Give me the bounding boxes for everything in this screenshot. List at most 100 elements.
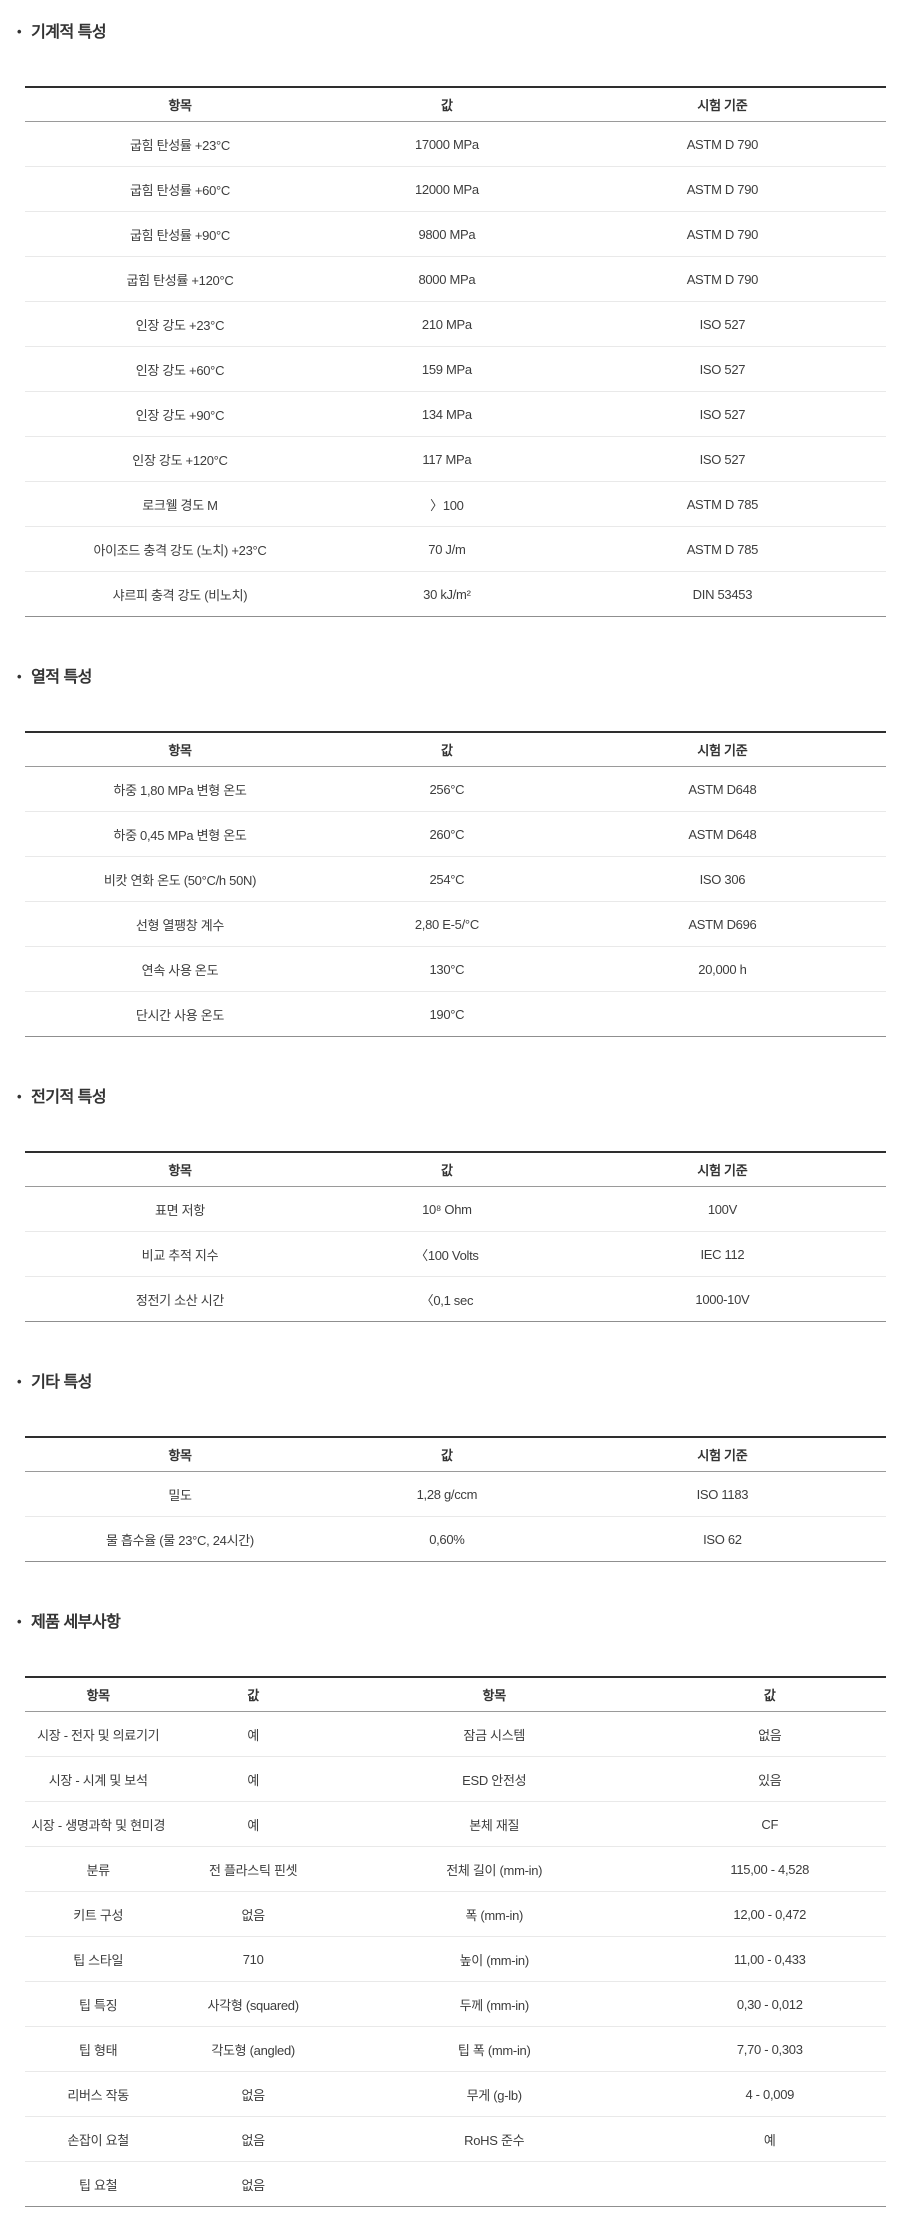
cell: 로크웰 경도 M (25, 481, 335, 527)
bullet-icon: • (17, 668, 22, 684)
cell: 연속 사용 온도 (25, 946, 335, 992)
table-row: 팁 형태 각도형 (angled) 팁 폭 (mm-in) 7,70 - 0,303 (25, 2026, 886, 2072)
cell: 리버스 작동 (25, 2071, 172, 2117)
table-row: 선형 열팽창 계수 2,80 E-5/°C ASTM D696 (25, 901, 886, 947)
cell: 8000 MPa (334, 256, 559, 302)
cell: 254°C (334, 856, 559, 902)
column-header: 시험 기준 (558, 1152, 886, 1187)
cell: 단시간 사용 온도 (25, 991, 335, 1037)
section-mechanical: • 기계적 특성 항목 값 시험 기준 굽힘 탄성률 +23°C 17000 MPa AS… (17, 18, 886, 617)
cell: DIN 53453 (558, 571, 886, 617)
cell: 1000-10V (558, 1276, 886, 1322)
section-thermal: • 열적 특성 항목 값 시험 기준 하중 1,80 MPa 변형 온도 256°C AS… (17, 663, 886, 1037)
table-row: 굽힘 탄성률 +90°C 9800 MPa ASTM D 790 (25, 211, 886, 257)
cell: 〈100 Volts (334, 1231, 559, 1277)
cell: 17000 MPa (414, 136, 479, 152)
table-body: 하중 1,80 MPa 변형 온도 256°C ASTM D648 하중 0,45 M… (25, 767, 886, 1037)
cell: CF (653, 1801, 886, 1847)
cell: 없음 (171, 1891, 335, 1937)
cell: 12,00 - 0,472 (653, 1891, 886, 1937)
table-row: 연속 사용 온도 130°C 20,000 h (25, 946, 886, 992)
section-product-details: • 제품 세부사항 항목 값 항목 값 시장 - 전자 및 의료기기 예 잠금 시스템 없음 시… (17, 1608, 886, 2207)
cell: 0,60% (334, 1516, 559, 1562)
cell: 〈0,1 sec (334, 1276, 559, 1322)
cell: 본체 재질 (334, 1801, 654, 1847)
column-header: 값 (653, 1677, 886, 1712)
cell: 없음 (171, 2161, 335, 2207)
cell: 팁 특징 (25, 1981, 172, 2027)
cell: 있음 (653, 1756, 886, 1802)
cell (558, 991, 886, 1037)
section-title-text: 기타 특성 (31, 1374, 92, 1391)
cell (653, 2161, 886, 2207)
cell: 9800 MPa (334, 211, 559, 257)
cell: 159 MPa (334, 346, 559, 392)
section-electrical: • 전기적 특성 항목 값 시험 기준 표면 저항 10⁸ Ohm 100V 비교 추적 지… (17, 1083, 886, 1322)
cell: 물 흡수율 (물 23°C, 24시간) (25, 1516, 335, 1562)
cell: ASTM D648 (688, 781, 757, 797)
cell: ASTM D 785 (558, 526, 886, 572)
section-title-other: • 기타 특성 (17, 1368, 886, 1392)
cell: 없음 (171, 2071, 335, 2117)
column-header: 값 (334, 87, 559, 122)
column-header: 값 (334, 1437, 559, 1472)
cell: ASTM D 790 (558, 256, 886, 302)
cell: 폭 (mm-in) (334, 1891, 654, 1937)
cell: ISO 306 (558, 856, 886, 902)
cell: ISO 62 (558, 1516, 886, 1562)
table-row: 인장 강도 +120°C 117 MPa ISO 527 (25, 436, 886, 482)
cell: 높이 (mm-in) (334, 1936, 654, 1982)
table-row: 인장 강도 +23°C 210 MPa ISO 527 (25, 301, 886, 347)
table-body: 굽힘 탄성률 +23°C 17000 MPa ASTM D 790 굽힘 탄성률 +6… (25, 122, 886, 617)
cell: 7,70 - 0,303 (653, 2026, 886, 2072)
table-body: 표면 저항 10⁸ Ohm 100V 비교 추적 지수 〈100 Volts IEC 11… (25, 1187, 886, 1322)
cell: 샤르피 충격 강도 (비노치) (25, 571, 335, 617)
cell: 선형 열팽창 계수 (25, 901, 335, 947)
cell: ASTM D 785 (558, 481, 886, 527)
column-header: 값 (334, 1152, 559, 1187)
cell: 팁 요철 (25, 2161, 172, 2207)
table-row: 리버스 작동 없음 무게 (g-lb) 4 - 0,009 (25, 2071, 886, 2117)
cell: 1,28 g/ccm (416, 1486, 478, 1502)
bullet-icon: • (17, 1088, 22, 1104)
cell: 10⁸ Ohm (422, 1201, 472, 1217)
header-row: 항목 값 시험 기준 (25, 87, 886, 122)
column-header: 항목 (25, 1152, 335, 1187)
cell: 710 (171, 1936, 335, 1982)
bullet-icon: • (17, 1373, 22, 1389)
table-row: 밀도 1,28 g/ccm ISO 1183 (25, 1472, 886, 1517)
table-row: 시장 - 시계 및 보석 예 ESD 안전성 있음 (25, 1756, 886, 1802)
cell: ESD 안전성 (334, 1756, 654, 1802)
cell: 예 (171, 1756, 335, 1802)
table-row: 샤르피 충격 강도 (비노치) 30 kJ/m² DIN 53453 (25, 571, 886, 617)
section-title-product-details: • 제품 세부사항 (17, 1608, 886, 1632)
cell: 12000 MPa (334, 166, 559, 212)
table-row: 표면 저항 10⁸ Ohm 100V (25, 1187, 886, 1232)
column-header: 시험 기준 (558, 87, 886, 122)
table-row: 비교 추적 지수 〈100 Volts IEC 112 (25, 1231, 886, 1277)
column-header: 항목 (25, 1677, 172, 1712)
thermal-properties-table: 항목 값 시험 기준 하중 1,80 MPa 변형 온도 256°C ASTM D648… (25, 731, 886, 1037)
table-header: 항목 값 시험 기준 (25, 1437, 886, 1472)
other-properties-table: 항목 값 시험 기준 밀도 1,28 g/ccm ISO 1183 물 흡수율 (물 23… (25, 1436, 886, 1562)
bullet-icon: • (17, 1613, 22, 1629)
table-row: 팁 특징 사각형 (squared) 두께 (mm-in) 0,30 - 0,012 (25, 1981, 886, 2027)
cell: IEC 112 (558, 1231, 886, 1277)
cell: 시장 - 생명과학 및 현미경 (25, 1801, 172, 1847)
section-title-text: 열적 특성 (31, 669, 92, 686)
column-header: 값 (334, 732, 559, 767)
cell: 정전기 소산 시간 (25, 1276, 335, 1322)
table-row: 단시간 사용 온도 190°C (25, 991, 886, 1037)
table-header: 항목 값 시험 기준 (25, 87, 886, 122)
section-title-text: 제품 세부사항 (31, 1614, 121, 1631)
section-title-mechanical: • 기계적 특성 (17, 18, 886, 42)
cell: 117 MPa (334, 436, 559, 482)
cell: 30 kJ/m² (334, 571, 559, 617)
cell: ASTM D 790 (558, 211, 886, 257)
table-body: 밀도 1,28 g/ccm ISO 1183 물 흡수율 (물 23°C, 24시간)… (25, 1472, 886, 1562)
cell: 시장 - 전자 및 의료기기 (37, 1727, 160, 1743)
electrical-properties-table: 항목 값 시험 기준 표면 저항 10⁸ Ohm 100V 비교 추적 지수 〈100 Vo… (25, 1151, 886, 1322)
table-row: 인장 강도 +60°C 159 MPa ISO 527 (25, 346, 886, 392)
column-header: 항목 (25, 87, 335, 122)
cell: 팁 폭 (mm-in) (334, 2026, 654, 2072)
